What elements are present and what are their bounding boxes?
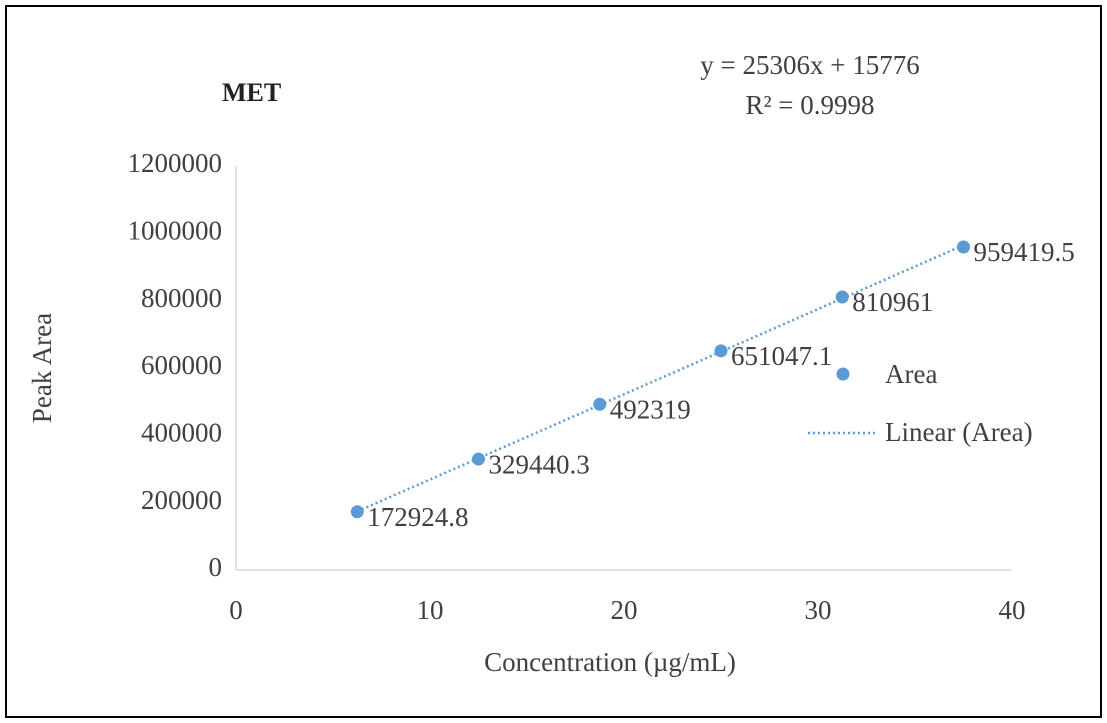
data-point: [350, 505, 364, 519]
x-tick-label: 20: [611, 595, 638, 625]
legend-label: Area: [885, 359, 937, 389]
x-tick-label: 10: [417, 595, 444, 625]
trend-equation: y = 25306x + 15776: [700, 50, 919, 80]
y-tick-label: 200000: [141, 485, 222, 515]
y-tick-label: 0: [209, 552, 223, 582]
trend-r-squared: R² = 0.9998: [745, 90, 874, 120]
legend-marker: [836, 367, 850, 381]
data-label: 959419.5: [974, 237, 1075, 267]
chart-frame: [5, 5, 1102, 718]
y-axis-title: Peak Area: [27, 313, 57, 423]
y-tick-label: 1000000: [128, 216, 223, 246]
data-point: [472, 452, 485, 466]
data-point: [714, 344, 728, 358]
data-label: 810961: [852, 287, 933, 317]
y-tick-label: 800000: [141, 283, 222, 313]
data-label: 172924.8: [367, 502, 468, 532]
y-tick-label: 1200000: [128, 148, 223, 178]
data-label: 329440.3: [489, 449, 590, 479]
x-tick-label: 30: [805, 595, 832, 625]
data-point: [957, 240, 970, 254]
trendline: [356, 244, 965, 513]
data-label: 492319: [610, 394, 691, 424]
x-tick-label: 40: [999, 595, 1026, 625]
chart-title: MET: [222, 78, 281, 107]
data-label: 651047.1: [731, 341, 832, 371]
data-point: [593, 397, 607, 411]
data-point: [835, 290, 849, 304]
legend-label: Linear (Area): [885, 417, 1033, 447]
x-axis-title: Concentration (µg/mL): [484, 647, 736, 677]
x-tick-label: 0: [229, 595, 243, 625]
y-tick-label: 400000: [141, 418, 222, 448]
y-tick-label: 600000: [141, 350, 222, 380]
